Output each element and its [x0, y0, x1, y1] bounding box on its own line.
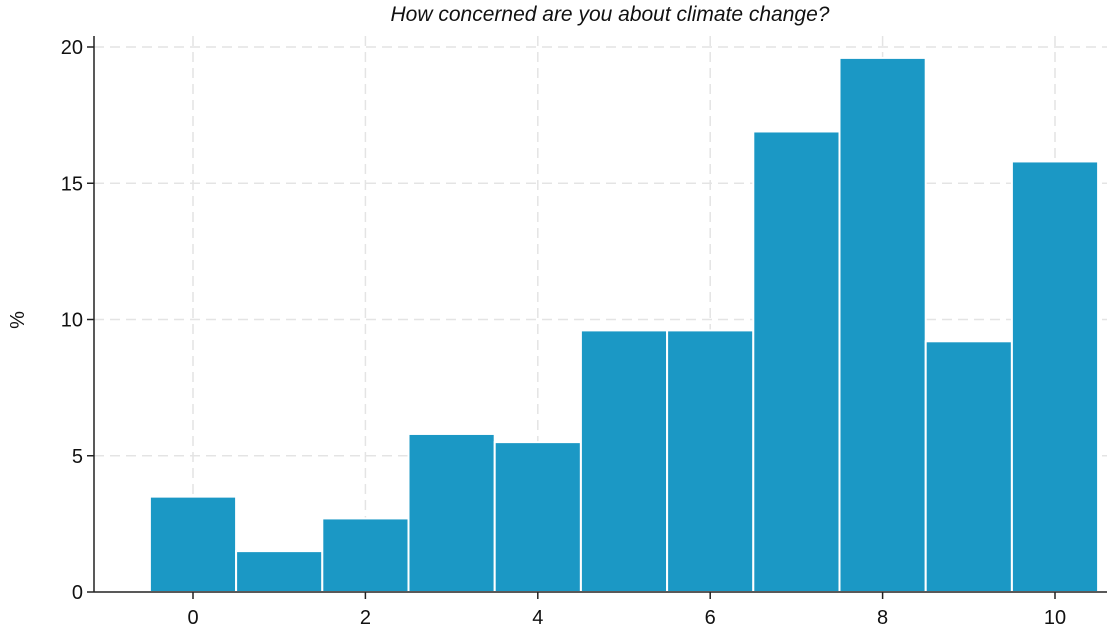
- histogram-bar: [321, 517, 410, 593]
- histogram-bar: [752, 130, 841, 593]
- histogram-bar: [666, 329, 755, 593]
- histogram-bar: [493, 441, 582, 593]
- y-tick-label: 5: [72, 446, 83, 468]
- histogram-bar: [407, 432, 496, 594]
- bars-layer: [148, 56, 1100, 594]
- y-tick-label: 15: [61, 173, 83, 195]
- x-tick-label: 6: [705, 607, 716, 629]
- histogram-bar: [838, 56, 927, 593]
- x-tick-label: 8: [877, 607, 888, 629]
- histogram-bar: [235, 550, 324, 593]
- histogram-bar: [148, 495, 238, 593]
- y-tick-label: 0: [72, 582, 83, 604]
- y-axis-title: %: [7, 311, 29, 329]
- x-tick-label: 0: [187, 607, 198, 629]
- histogram-bar: [579, 329, 669, 593]
- x-tick-label: 4: [532, 607, 543, 629]
- x-tick-label: 2: [360, 607, 371, 629]
- x-tick-label: 10: [1044, 607, 1066, 629]
- y-tick-label: 10: [61, 310, 83, 332]
- y-tick-label: 20: [61, 37, 83, 59]
- axes-layer: 0 5 10 15 20 0 2 4 6 8 10: [61, 36, 1107, 629]
- histogram-bar: [1010, 160, 1100, 593]
- chart-title: How concerned are you about climate chan…: [391, 3, 830, 26]
- histogram-bar: [924, 340, 1013, 593]
